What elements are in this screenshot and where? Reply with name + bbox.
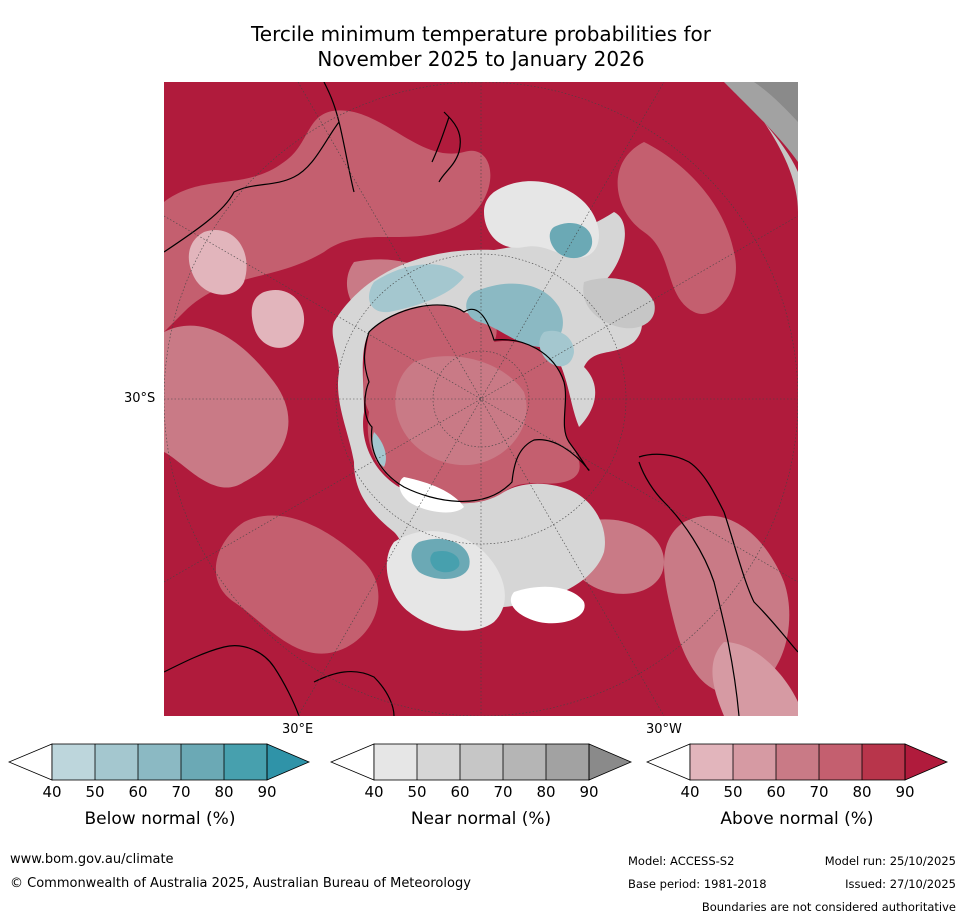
colorbar-high-arrow xyxy=(904,743,949,781)
colorbar-near-normal xyxy=(330,743,633,781)
colorbar-tick: 70 xyxy=(809,783,829,801)
website-link[interactable]: www.bom.gov.au/climate xyxy=(10,852,174,867)
colorbar-tick: 40 xyxy=(42,783,62,801)
copyright-text: © Commonwealth of Australia 2025, Austra… xyxy=(10,876,471,891)
tercile-probability-map xyxy=(164,82,798,716)
colorbar-segment xyxy=(52,744,95,780)
coastlines xyxy=(164,82,798,716)
legend-title-below-normal: Below normal (%) xyxy=(84,809,236,829)
graticule xyxy=(164,82,798,716)
colorbar-low-arrow xyxy=(330,743,375,781)
colorbar-segment xyxy=(460,744,503,780)
title-line-2: November 2025 to January 2026 xyxy=(317,47,645,71)
colorbar-segment xyxy=(374,744,417,780)
colorbar-tick: 50 xyxy=(407,783,427,801)
colorbar-above-normal xyxy=(646,743,949,781)
colorbar-tick: 60 xyxy=(128,783,148,801)
longitude-label-30w: 30°W xyxy=(646,722,682,737)
colorbar-tick: 60 xyxy=(450,783,470,801)
colorbar-below-normal xyxy=(8,743,311,781)
colorbar-tick: 40 xyxy=(680,783,700,801)
colorbar-segment xyxy=(546,744,589,780)
colorbar-low-arrow xyxy=(8,743,53,781)
colorbar-segment xyxy=(733,744,776,780)
colorbar-tick: 70 xyxy=(171,783,191,801)
chart-title: Tercile minimum temperature probabilitie… xyxy=(164,22,798,72)
colorbar-segment xyxy=(503,744,546,780)
colorbar-segment xyxy=(862,744,905,780)
model-name: Model: ACCESS-S2 xyxy=(628,854,735,868)
colorbar-tick: 90 xyxy=(579,783,599,801)
model-run-date: Model run: 25/10/2025 xyxy=(824,854,956,868)
colorbar-segment xyxy=(776,744,819,780)
colorbar-tick: 80 xyxy=(852,783,872,801)
colorbar-tick: 80 xyxy=(536,783,556,801)
colorbar-high-arrow xyxy=(588,743,633,781)
colorbar-tick: 90 xyxy=(257,783,277,801)
base-period: Base period: 1981-2018 xyxy=(628,877,767,891)
colorbar-tick: 40 xyxy=(364,783,384,801)
colorbar-tick: 80 xyxy=(214,783,234,801)
issued-date: Issued: 27/10/2025 xyxy=(845,877,956,891)
colorbar-low-arrow xyxy=(646,743,691,781)
colorbar-segment xyxy=(181,744,224,780)
colorbar-segment xyxy=(95,744,138,780)
boundaries-disclaimer: Boundaries are not considered authoritat… xyxy=(701,900,956,914)
below-normal-patches xyxy=(369,223,593,579)
above-normal-patches xyxy=(164,110,798,716)
colorbar-segment xyxy=(690,744,733,780)
legend-title-above-normal: Above normal (%) xyxy=(720,809,874,829)
colorbar-segment xyxy=(819,744,862,780)
colorbar-tick: 90 xyxy=(895,783,915,801)
colorbar-segment xyxy=(417,744,460,780)
title-line-1: Tercile minimum temperature probabilitie… xyxy=(250,22,712,46)
colorbar-tick: 50 xyxy=(723,783,743,801)
colorbar-tick: 70 xyxy=(493,783,513,801)
colorbar-tick: 50 xyxy=(85,783,105,801)
longitude-label-30e: 30°E xyxy=(282,722,314,737)
colorbar-tick: 60 xyxy=(766,783,786,801)
legend-title-near-normal: Near normal (%) xyxy=(410,809,552,829)
colorbar-segment xyxy=(224,744,267,780)
latitude-label-30s: 30°S xyxy=(124,391,156,406)
colorbar-segment xyxy=(138,744,181,780)
colorbar-high-arrow xyxy=(266,743,311,781)
